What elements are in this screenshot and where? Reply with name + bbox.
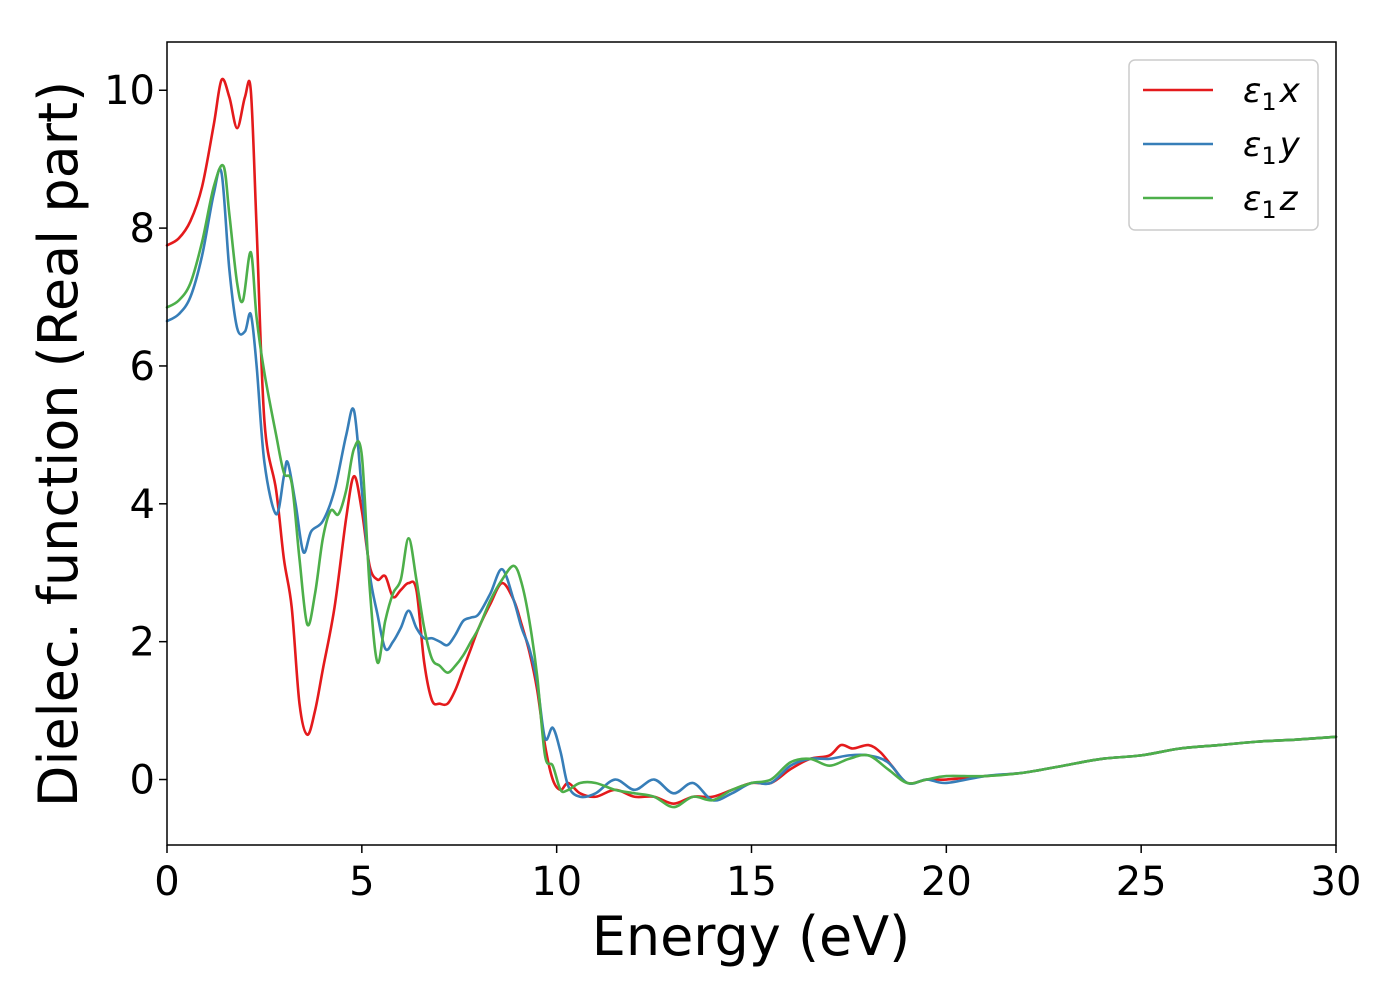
- series-line-z: [165, 163, 1338, 809]
- y-tick-label: 0: [130, 758, 155, 804]
- x-tick-label: 0: [154, 859, 179, 905]
- legend-box: [1128, 59, 1319, 231]
- legend-label-sub: 1: [1261, 196, 1276, 224]
- y-tick-label: 2: [130, 620, 155, 666]
- y-tick-label: 4: [130, 482, 155, 528]
- legend-label-sub: 1: [1261, 88, 1276, 116]
- series-lines: [165, 77, 1338, 809]
- legend-label-main: ε: [1243, 179, 1261, 219]
- legend-label-main: ε: [1243, 71, 1261, 111]
- legend-label-sub: 1: [1261, 142, 1276, 170]
- x-tick-label: 20: [921, 859, 972, 905]
- legend-label-tail: y: [1279, 125, 1301, 165]
- legend-label-z: ε1z: [1243, 179, 1299, 224]
- x-axis-label: Energy (eV): [592, 905, 911, 968]
- y-tick-label: 8: [130, 206, 155, 252]
- y-tick-label: 10: [104, 68, 155, 114]
- legend-label-x: ε1x: [1243, 71, 1301, 116]
- y-axis: 0 2 4 6 8 10: [104, 68, 167, 804]
- x-tick-label: 5: [349, 859, 374, 905]
- x-tick-label: 25: [1116, 859, 1167, 905]
- x-tick-label: 30: [1311, 859, 1362, 905]
- legend-label-tail: x: [1279, 71, 1301, 111]
- series-line-y: [165, 167, 1338, 802]
- y-tick-label: 6: [130, 344, 155, 390]
- y-axis-label: Dielec. function (Real part): [27, 81, 90, 807]
- legend-label-tail: z: [1279, 179, 1299, 219]
- x-tick-label: 15: [726, 859, 777, 905]
- legend-label-main: ε: [1243, 125, 1261, 165]
- x-axis: 0 5 10 15 20 25 30: [154, 845, 1361, 905]
- legend-label-y: ε1y: [1243, 125, 1301, 170]
- x-tick-label: 10: [531, 859, 582, 905]
